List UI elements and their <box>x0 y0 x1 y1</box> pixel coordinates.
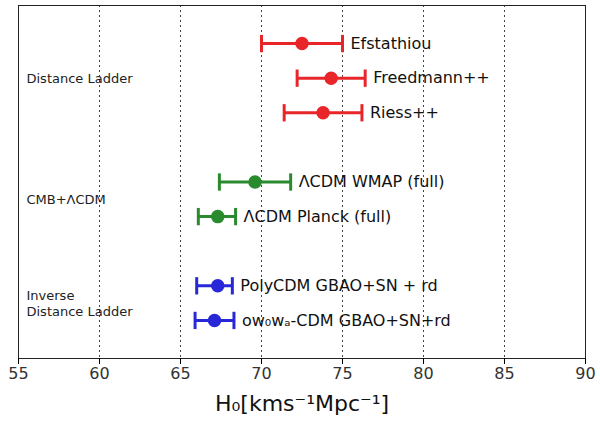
svg-text:65: 65 <box>170 364 190 383</box>
svg-text:80: 80 <box>413 364 433 383</box>
svg-text:75: 75 <box>332 364 352 383</box>
svg-text:55: 55 <box>8 364 28 383</box>
svg-text:Efstathiou: Efstathiou <box>351 34 432 53</box>
svg-text:ΛCDM Planck (full): ΛCDM Planck (full) <box>244 207 392 226</box>
svg-text:PolyCDM GBAO+SN + rd: PolyCDM GBAO+SN + rd <box>240 276 437 295</box>
svg-text:90: 90 <box>575 364 595 383</box>
svg-text:Riess++: Riess++ <box>370 103 439 122</box>
svg-text:85: 85 <box>494 364 514 383</box>
svg-text:InverseDistance Ladder: InverseDistance Ladder <box>27 288 134 319</box>
svg-text:70: 70 <box>251 364 271 383</box>
svg-text:ow₀wₐ-CDM GBAO+SN+rd: ow₀wₐ-CDM GBAO+SN+rd <box>242 311 451 330</box>
svg-text:CMB+ΛCDM: CMB+ΛCDM <box>27 192 106 207</box>
svg-text:Distance Ladder: Distance Ladder <box>27 71 134 86</box>
svg-text:ΛCDM WMAP (full): ΛCDM WMAP (full) <box>299 172 445 191</box>
svg-text:Freedmann++: Freedmann++ <box>373 68 490 87</box>
svg-text:H₀[kms⁻¹Mpc⁻¹]: H₀[kms⁻¹Mpc⁻¹] <box>215 391 389 416</box>
svg-text:60: 60 <box>89 364 109 383</box>
